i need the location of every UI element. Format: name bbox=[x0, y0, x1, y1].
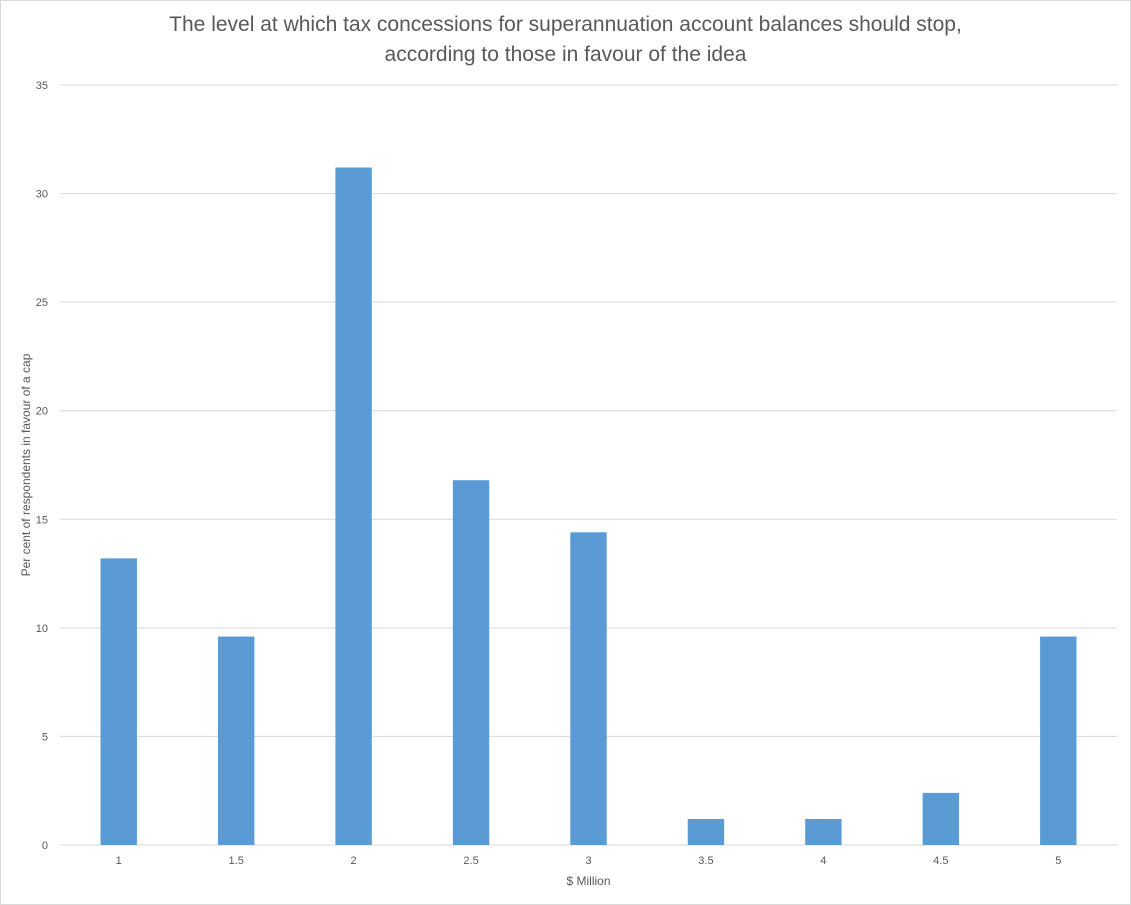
x-tick-label: 3 bbox=[585, 855, 591, 867]
x-axis-ticks: 1 1.5 2 2.5 3 3.5 4 4.5 5 bbox=[116, 855, 1062, 867]
x-tick-label: 2 bbox=[351, 855, 357, 867]
x-axis-label: $ Million bbox=[566, 874, 610, 888]
chart-title: The level at which tax concessions for s… bbox=[0, 10, 1131, 70]
y-axis-ticks: 0 5 10 15 20 25 30 35 bbox=[36, 80, 48, 852]
x-tick-label: 1.5 bbox=[229, 855, 244, 867]
bar-1.5 bbox=[217, 636, 255, 845]
x-tick-label: 4 bbox=[820, 855, 826, 867]
bars bbox=[100, 167, 1077, 845]
bar-4.5 bbox=[922, 792, 960, 845]
x-tick-label: 3.5 bbox=[698, 855, 713, 867]
bar-5 bbox=[1040, 636, 1077, 845]
y-tick-label: 10 bbox=[36, 623, 48, 635]
bar-2 bbox=[335, 167, 372, 845]
chart-title-line-2: according to those in favour of the idea bbox=[384, 43, 747, 66]
x-tick-label: 5 bbox=[1055, 855, 1061, 867]
y-tick-label: 35 bbox=[36, 80, 48, 92]
y-tick-label: 25 bbox=[36, 297, 48, 309]
chart-title-line-1: The level at which tax concessions for s… bbox=[169, 13, 962, 36]
bar-1 bbox=[100, 558, 137, 845]
bar-3 bbox=[570, 532, 607, 845]
y-tick-label: 15 bbox=[36, 514, 48, 526]
y-tick-label: 30 bbox=[36, 189, 48, 201]
y-tick-label: 5 bbox=[42, 731, 48, 743]
x-tick-label: 4.5 bbox=[933, 855, 948, 867]
bar-3.5 bbox=[687, 818, 725, 845]
y-tick-label: 0 bbox=[42, 840, 48, 852]
y-tick-label: 20 bbox=[36, 406, 48, 418]
x-tick-label: 1 bbox=[116, 855, 122, 867]
y-axis-label: Per cent of respondents in favour of a c… bbox=[19, 353, 33, 576]
bar-4 bbox=[805, 818, 842, 845]
x-tick-label: 2.5 bbox=[463, 855, 478, 867]
bar-2.5 bbox=[452, 480, 490, 845]
